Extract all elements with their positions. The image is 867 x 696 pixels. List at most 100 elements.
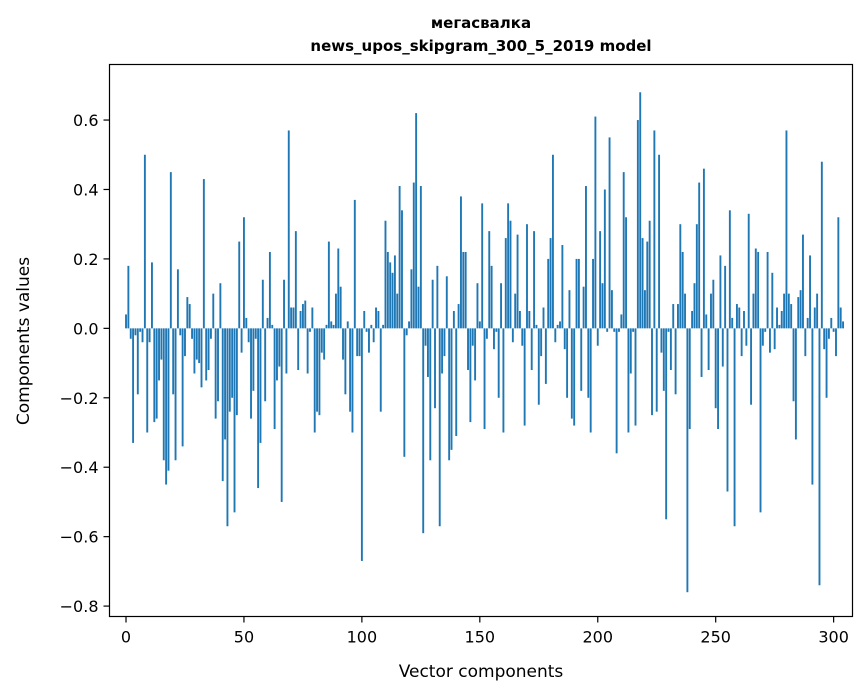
bar bbox=[330, 321, 333, 329]
bar bbox=[283, 279, 285, 329]
bar bbox=[264, 328, 267, 402]
bar bbox=[297, 328, 300, 371]
bar bbox=[787, 293, 790, 329]
bar bbox=[827, 328, 830, 339]
bar bbox=[509, 220, 512, 329]
bar bbox=[424, 328, 427, 346]
bar bbox=[825, 328, 828, 398]
bar bbox=[398, 186, 401, 329]
bar bbox=[346, 321, 349, 329]
bar bbox=[151, 262, 153, 329]
bar bbox=[155, 328, 158, 419]
bar bbox=[728, 210, 731, 329]
bar bbox=[412, 182, 415, 329]
bar bbox=[200, 328, 203, 388]
bar bbox=[467, 328, 469, 371]
bar bbox=[280, 328, 283, 502]
bar bbox=[408, 321, 411, 329]
bar bbox=[415, 113, 418, 329]
bar bbox=[686, 328, 689, 593]
bar bbox=[684, 293, 686, 329]
bar bbox=[191, 328, 193, 339]
bar bbox=[575, 258, 578, 329]
bar bbox=[443, 328, 446, 357]
bar bbox=[707, 328, 710, 371]
bar bbox=[353, 199, 356, 329]
bar bbox=[419, 186, 422, 329]
bar bbox=[660, 328, 663, 353]
y-tick-label: 0.4 bbox=[73, 180, 98, 199]
bar bbox=[693, 283, 696, 329]
bar bbox=[677, 304, 679, 329]
bar bbox=[662, 328, 665, 391]
bar bbox=[500, 283, 502, 329]
bar bbox=[271, 324, 274, 329]
bar bbox=[712, 279, 715, 329]
bar bbox=[643, 290, 646, 329]
bar bbox=[811, 328, 814, 485]
bar bbox=[214, 328, 217, 419]
bar bbox=[601, 283, 604, 329]
bar bbox=[483, 328, 486, 430]
bar bbox=[490, 265, 493, 329]
x-tick-label: 50 bbox=[234, 628, 254, 647]
bar bbox=[368, 328, 370, 353]
bar bbox=[136, 328, 139, 395]
bar bbox=[561, 245, 564, 329]
bar bbox=[372, 328, 375, 343]
bar bbox=[773, 328, 776, 350]
bar bbox=[259, 328, 262, 443]
bar bbox=[358, 328, 361, 357]
bar bbox=[533, 231, 536, 329]
bar bbox=[375, 307, 377, 329]
bar bbox=[507, 203, 510, 329]
bar bbox=[776, 307, 778, 329]
bar bbox=[580, 328, 583, 391]
bar bbox=[276, 328, 278, 381]
bar bbox=[195, 328, 198, 360]
bar bbox=[540, 328, 543, 357]
bar bbox=[804, 328, 807, 357]
bar bbox=[205, 328, 208, 381]
bar bbox=[497, 328, 500, 398]
bar bbox=[717, 328, 719, 430]
bar bbox=[313, 328, 316, 433]
bar bbox=[629, 328, 632, 374]
bar bbox=[636, 120, 639, 329]
bar bbox=[733, 328, 736, 527]
bar bbox=[228, 328, 231, 412]
bar bbox=[176, 269, 179, 329]
bar bbox=[681, 251, 684, 329]
bar bbox=[592, 258, 594, 329]
bar bbox=[721, 328, 724, 367]
y-tick-label: 0.2 bbox=[73, 250, 98, 269]
bar bbox=[672, 304, 675, 329]
y-axis-ticks: −0.8 −0.6 −0.4 −0.2 0.0 0.2 0.4 0.6 bbox=[60, 111, 110, 616]
bar bbox=[835, 328, 837, 357]
bar bbox=[634, 328, 637, 426]
bar bbox=[160, 328, 163, 360]
bar bbox=[143, 154, 146, 329]
bar bbox=[599, 231, 602, 329]
bar bbox=[769, 328, 771, 353]
bar bbox=[653, 130, 656, 329]
bar bbox=[221, 328, 224, 482]
bar bbox=[431, 279, 434, 329]
bar bbox=[615, 328, 618, 454]
x-axis-ticks: 0 50 100 150 200 250 300 bbox=[121, 616, 849, 647]
bar bbox=[245, 317, 248, 329]
bar bbox=[745, 328, 748, 346]
bar bbox=[209, 328, 212, 339]
bar bbox=[287, 130, 290, 329]
bar bbox=[566, 328, 569, 398]
x-axis-label: Vector components bbox=[399, 662, 564, 682]
bar bbox=[764, 328, 767, 332]
bar bbox=[127, 265, 130, 329]
bar bbox=[188, 304, 191, 329]
bar bbox=[193, 328, 196, 374]
bar bbox=[589, 328, 592, 433]
bar bbox=[129, 328, 132, 339]
bar bbox=[294, 231, 297, 329]
bar bbox=[476, 283, 479, 329]
bar bbox=[516, 234, 519, 329]
